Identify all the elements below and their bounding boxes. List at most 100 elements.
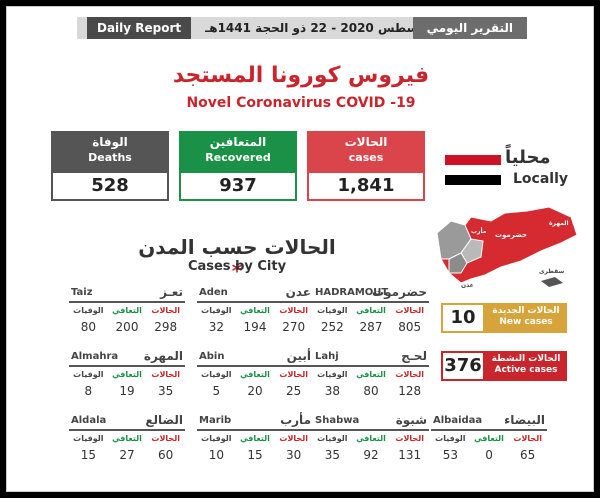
- city-card: Marib مأرب الوفيات التعافي الحالات 10 15 30: [197, 413, 313, 471]
- recovered-stat-header: المتعافين Recovered: [179, 131, 297, 173]
- city-cases-label: الحالات: [513, 434, 542, 443]
- cases-label-en: cases: [348, 151, 384, 164]
- city-name-ar: البيضاء: [504, 413, 545, 427]
- city-labels: الوفيات التعافي الحالات: [69, 434, 185, 443]
- recovered-label-en: Recovered: [205, 151, 271, 164]
- city-cases-label: الحالات: [279, 370, 308, 379]
- city-recovered-label: التعافي: [240, 434, 270, 443]
- city-name-ar: عدن: [285, 285, 311, 299]
- city-name-en: Lahj: [315, 351, 339, 362]
- page-title-en: Novel Coronavirus COVID -19: [186, 95, 416, 111]
- city-recovered-label: التعافي: [112, 434, 142, 443]
- city-deaths-label: الوفيات: [73, 434, 104, 443]
- city-name-ar: لحـج: [401, 349, 427, 363]
- city-header: Almahra المهرة: [69, 349, 185, 367]
- city-cases-value: 30: [286, 448, 302, 462]
- city-deaths-label: الوفيات: [201, 306, 232, 315]
- city-cases-label: الحالات: [151, 370, 180, 379]
- city-deaths-value: 80: [80, 320, 96, 334]
- city-recovered-label: التعافي: [474, 434, 504, 443]
- city-header: Marib مأرب: [197, 413, 313, 431]
- city-name-en: Taiz: [71, 287, 93, 298]
- report-frame: Daily Report 12 أغسطس 2020 - 22 ذو الحجة…: [6, 6, 594, 492]
- city-header: Abin أبين: [197, 349, 313, 367]
- city-cases-value: 270: [282, 320, 306, 334]
- city-deaths-value: 38: [324, 384, 340, 398]
- city-deaths-value: 10: [208, 448, 224, 462]
- city-recovered-value: 194: [243, 320, 267, 334]
- city-name-ar: الضالع: [145, 413, 183, 427]
- active-cases-label: الحالات النشطة Active cases: [485, 351, 567, 381]
- city-recovered-label: التعافي: [112, 370, 142, 379]
- city-cases-value: 131: [398, 448, 422, 462]
- city-name-ar: مأرب: [280, 413, 311, 427]
- locally-label-en: Locally: [513, 171, 569, 187]
- city-deaths-label: الوفيات: [317, 434, 348, 443]
- city-cases-label: الحالات: [279, 306, 308, 315]
- city-cases-value: 35: [158, 384, 174, 398]
- city-cases-value: 60: [158, 448, 174, 462]
- city-labels: الوفيات التعافي الحالات: [431, 434, 547, 443]
- city-cases-label: الحالات: [395, 306, 424, 315]
- city-recovered-label: التعافي: [356, 306, 386, 315]
- city-name-en: Almahra: [71, 351, 119, 362]
- cases-stat-header: الحالات cases: [307, 131, 425, 173]
- city-recovered-value: 287: [359, 320, 383, 334]
- new-cases-value: 10: [441, 303, 485, 333]
- city-deaths-value: 8: [84, 384, 93, 398]
- map-label-socotra: سقطرى: [539, 268, 564, 275]
- city-values: 252 287 805: [313, 320, 429, 334]
- new-cases-box: 10 الحالات الجديدة New cases: [441, 303, 567, 333]
- page-title-ar: فيروس كورونا المستجد: [172, 63, 430, 88]
- city-card: Albaidaa البيضاء الوفيات التعافي الحالات 53 0 6…: [431, 413, 547, 471]
- city-recovered-value: 19: [119, 384, 135, 398]
- city-name-ar: المهرة: [143, 349, 183, 363]
- city-values: 38 80 128: [313, 384, 429, 398]
- city-name-en: Albaidaa: [433, 415, 483, 426]
- city-values: 5 20 25: [197, 384, 313, 398]
- city-deaths-label: الوفيات: [201, 370, 232, 379]
- city-deaths-value: 53: [442, 448, 458, 462]
- city-labels: الوفيات التعافي الحالات: [197, 306, 313, 315]
- city-values: 15 27 60: [69, 448, 185, 462]
- city-deaths-label: الوفيات: [317, 370, 348, 379]
- city-cases-label: الحالات: [279, 434, 308, 443]
- city-name-ar: أبين: [286, 349, 311, 363]
- city-header: Albaidaa البيضاء: [431, 413, 547, 431]
- city-name-en: Shabwa: [315, 415, 360, 426]
- city-header: HADRAMOUT حضرموت: [313, 285, 429, 303]
- city-values: 8 19 35: [69, 384, 185, 398]
- city-card: Aden عدن الوفيات التعافي الحالات 32 194 270: [197, 285, 313, 343]
- city-labels: الوفيات التعافي الحالات: [313, 306, 429, 315]
- city-recovered-value: 0: [485, 448, 493, 462]
- city-deaths-value: 252: [320, 320, 344, 334]
- new-cases-label-ar: الحالات الجديدة: [492, 306, 560, 316]
- city-cases-value: 25: [286, 384, 302, 398]
- new-cases-label-en: New cases: [499, 317, 553, 327]
- deaths-stat-header: الوفاة Deaths: [51, 131, 169, 173]
- city-values: 53 0 65: [431, 448, 547, 462]
- city-recovered-label: التعافي: [356, 434, 386, 443]
- city-recovered-label: التعافي: [356, 370, 386, 379]
- city-header: Aden عدن: [197, 285, 313, 303]
- city-deaths-label: الوفيات: [201, 434, 232, 443]
- active-cases-value: 376: [441, 351, 485, 381]
- city-recovered-value: 20: [247, 384, 263, 398]
- recovered-label-ar: المتعافين: [209, 135, 267, 149]
- city-cases-label: الحالات: [395, 370, 424, 379]
- city-deaths-value: 5: [212, 384, 221, 398]
- city-name-ar: شبوة: [395, 413, 427, 427]
- city-card: Taiz تعـز الوفيات التعافي الحالات 80 200 298: [69, 285, 185, 343]
- city-values: 80 200 298: [69, 320, 185, 334]
- city-name-en: Abin: [199, 351, 225, 362]
- deaths-stat: الوفاة Deaths 528: [51, 131, 169, 201]
- city-cases-value: 65: [520, 448, 536, 462]
- city-recovered-value: 27: [119, 448, 135, 462]
- city-labels: الوفيات التعافي الحالات: [197, 434, 313, 443]
- map-label-marib: مأرب: [471, 227, 487, 235]
- recovered-value: 937: [179, 173, 297, 201]
- city-recovered-label: التعافي: [112, 306, 142, 315]
- city-card: Shabwa شبوة الوفيات التعافي الحالات 35 92 131: [313, 413, 429, 471]
- city-card: HADRAMOUT حضرموت الوفيات التعافي الحالات 252 2…: [313, 285, 429, 343]
- city-cases-label: الحالات: [395, 434, 424, 443]
